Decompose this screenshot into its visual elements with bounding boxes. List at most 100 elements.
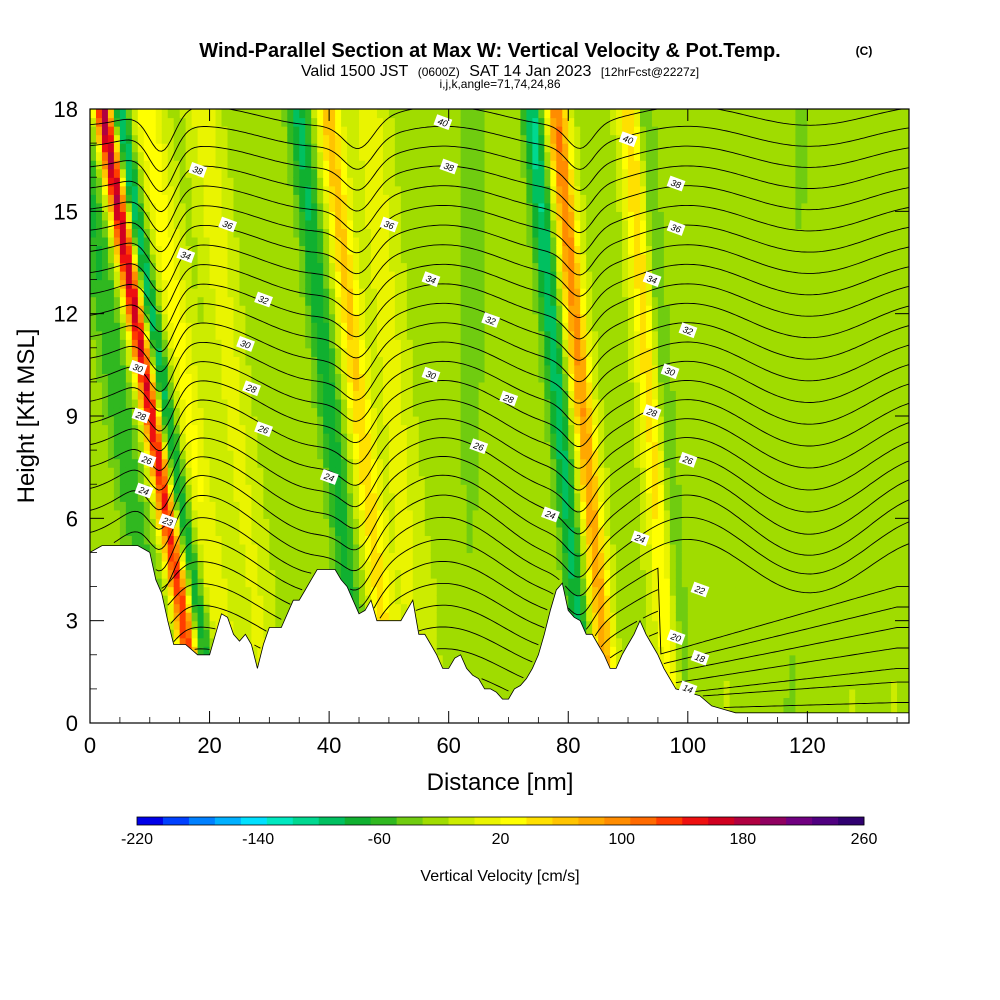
velocity-cell — [448, 126, 456, 136]
velocity-cell — [341, 543, 348, 554]
velocity-cell — [424, 433, 432, 443]
velocity-cell — [496, 202, 504, 212]
velocity-cell — [335, 433, 342, 443]
velocity-cell — [424, 262, 432, 272]
velocity-cell — [275, 356, 282, 366]
velocity-cell — [203, 569, 211, 579]
velocity-cell — [376, 543, 384, 554]
velocity-cell — [400, 492, 408, 502]
velocity-cell — [341, 398, 348, 409]
velocity-cell — [329, 458, 336, 468]
velocity-cell — [430, 322, 438, 332]
velocity-cell — [454, 288, 462, 298]
velocity-cell — [478, 535, 486, 545]
velocity-cell — [125, 450, 133, 460]
velocity-cell — [448, 245, 456, 255]
velocity-cell — [137, 330, 145, 340]
velocity-cell — [490, 501, 498, 511]
velocity-cell — [436, 518, 444, 528]
velocity-cell — [185, 637, 193, 647]
velocity-cell — [179, 586, 187, 596]
velocity-cell — [167, 330, 175, 340]
velocity-cell — [454, 560, 462, 571]
velocity-cell — [478, 492, 486, 502]
velocity-cell — [131, 381, 139, 392]
velocity-cell — [359, 450, 366, 460]
velocity-cell — [484, 134, 492, 144]
velocity-cell — [353, 552, 360, 562]
velocity-cell — [466, 654, 474, 664]
velocity-cell — [490, 296, 498, 306]
velocity-cell — [155, 126, 163, 136]
velocity-cell — [430, 364, 438, 374]
velocity-cell — [191, 620, 199, 630]
velocity-cell — [95, 211, 103, 221]
velocity-cell — [382, 151, 390, 161]
velocity-cell — [197, 543, 205, 554]
velocity-cell — [143, 134, 151, 144]
velocity-cell — [161, 219, 169, 229]
velocity-cell — [448, 526, 456, 536]
velocity-cell — [442, 109, 450, 119]
velocity-cell — [125, 151, 133, 161]
velocity-cell — [173, 637, 181, 647]
velocity-cell — [281, 177, 288, 187]
velocity-cell — [233, 185, 241, 195]
velocity-cell — [245, 279, 253, 289]
velocity-cell — [335, 228, 342, 238]
velocity-cell — [95, 143, 103, 153]
velocity-cell — [454, 501, 462, 511]
velocity-cell — [227, 202, 235, 212]
velocity-cell — [466, 475, 474, 485]
velocity-cell — [113, 416, 121, 426]
velocity-cell — [490, 117, 498, 127]
velocity-cell — [287, 194, 294, 204]
velocity-cell — [490, 202, 498, 212]
velocity-cell — [155, 347, 163, 357]
velocity-cell — [460, 467, 468, 477]
velocity-cell — [436, 603, 444, 613]
velocity-cell — [418, 424, 426, 434]
velocity-cell — [287, 313, 294, 323]
velocity-cell — [215, 117, 223, 127]
velocity-cell — [353, 441, 360, 451]
velocity-cell — [418, 356, 426, 366]
velocity-cell — [502, 586, 510, 596]
velocity-cell — [167, 347, 175, 357]
velocity-cell — [293, 109, 300, 119]
velocity-cell — [484, 279, 492, 289]
velocity-cell — [359, 322, 366, 332]
velocity-cell — [257, 390, 264, 400]
velocity-cell — [263, 526, 270, 536]
velocity-cell — [251, 612, 258, 622]
velocity-cell — [466, 313, 474, 323]
velocity-cell — [287, 552, 294, 562]
velocity-cell — [496, 288, 504, 298]
velocity-cell — [161, 160, 169, 170]
velocity-cell — [406, 109, 414, 119]
velocity-cell — [490, 160, 498, 170]
velocity-cell — [442, 194, 450, 204]
velocity-cell — [376, 595, 384, 605]
velocity-cell — [460, 219, 468, 229]
velocity-cell — [436, 347, 444, 357]
velocity-cell — [430, 441, 438, 451]
velocity-cell — [203, 381, 211, 392]
velocity-cell — [496, 595, 504, 605]
velocity-cell — [245, 117, 253, 127]
velocity-cell — [203, 168, 211, 178]
velocity-cell — [90, 535, 97, 545]
velocity-cell — [490, 475, 498, 485]
velocity-cell — [287, 271, 294, 281]
velocity-cell — [239, 219, 247, 229]
velocity-cell — [478, 160, 486, 170]
velocity-cell — [257, 168, 264, 178]
velocity-cell — [209, 552, 217, 562]
velocity-cell — [131, 305, 139, 315]
velocity-cell — [394, 347, 402, 357]
velocity-cell — [209, 168, 217, 178]
velocity-cell — [257, 126, 264, 136]
velocity-cell — [484, 612, 492, 622]
velocity-cell — [245, 228, 253, 238]
velocity-cell — [221, 475, 229, 485]
